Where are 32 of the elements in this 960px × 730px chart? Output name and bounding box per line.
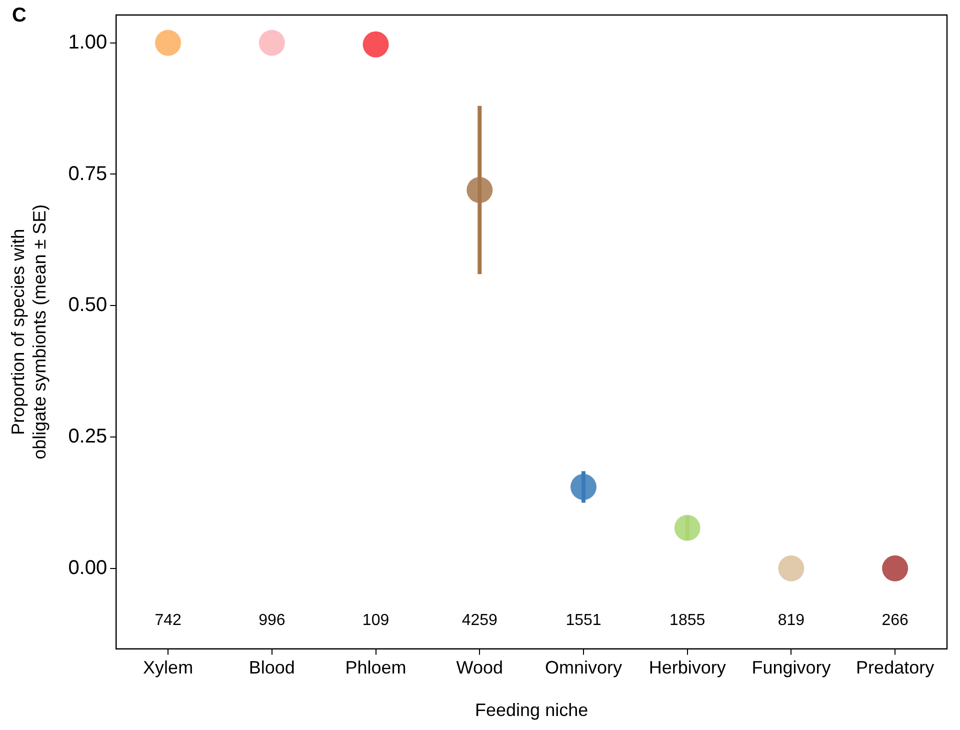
y-tick-label: 0.00 [68,556,108,579]
annotation: 742 [154,612,182,630]
x-tick-label: Blood [248,658,295,678]
x-axis-title: Feeding niche [475,700,588,720]
point [155,30,182,56]
x-tick-label: Predatory [856,658,934,678]
x-tick-label: Fungivory [752,658,831,678]
y-tick-label: 0.75 [68,162,108,185]
y-axis-title: Proportion of species with obligate symbionts (mean ± SE) [8,204,50,460]
point [882,555,908,582]
annotation: 109 [362,612,390,630]
annotation: 1551 [566,612,602,630]
annotation: 819 [778,612,805,630]
point [258,30,285,56]
y-tick-label: 0.25 [68,426,108,448]
x-tick-label: Wood [456,658,503,678]
annotation: 266 [882,612,909,630]
point [674,514,700,541]
x-tick-label: Omnivory [544,658,622,678]
x-tick-label: Phloem [345,658,406,678]
y-tick-label: 1.00 [68,31,108,54]
text: C [12,4,26,27]
x-tick-label: Herbivory [648,658,726,678]
annotation: 4259 [462,612,498,630]
point [778,555,804,582]
annotation: 996 [258,612,286,630]
point [466,177,493,204]
y-tick-label: 0.50 [68,294,108,316]
annotation: 1855 [670,612,706,630]
point [362,31,389,58]
x-tick-label: Xylem [143,658,194,678]
point [570,474,596,500]
